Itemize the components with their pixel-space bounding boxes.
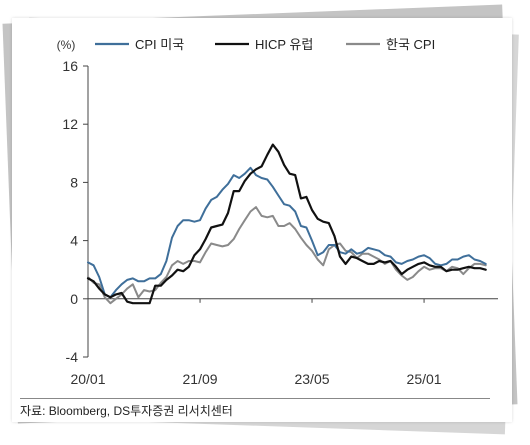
legend-label-2: HICP 유럽	[255, 37, 313, 52]
y-tick-label: 8	[70, 174, 78, 190]
y-tick-label: 0	[70, 291, 78, 307]
chart-card	[12, 18, 512, 422]
series-line-1	[87, 166, 487, 299]
chart-legend: CPI 미국 HICP 유럽 한국 CPI	[95, 37, 435, 52]
y-unit-label: (%)	[57, 38, 76, 52]
legend-label-1: CPI 미국	[135, 37, 184, 52]
x-tick-label: 20/01	[70, 371, 105, 387]
y-tick-label: 12	[62, 116, 78, 132]
y-tick-label: 16	[62, 58, 78, 74]
x-tick-label: 25/01	[407, 371, 442, 387]
legend-label-3: 한국 CPI	[386, 37, 435, 52]
x-tick-label: 23/05	[294, 371, 329, 387]
source-note: 자료: Bloomberg, DS투자증권 리서치센터	[20, 404, 233, 418]
series-line-2	[86, 143, 487, 305]
source-divider	[20, 398, 490, 399]
chart-series-lines	[86, 143, 487, 305]
y-tick-label: -4	[66, 349, 79, 365]
y-tick-label: 4	[70, 233, 78, 249]
x-tick-label: 21/09	[183, 371, 218, 387]
chart-axes: 16 12 8 4 0 -4 20/01 21/09 23/05 25/01 (%)	[57, 38, 498, 387]
